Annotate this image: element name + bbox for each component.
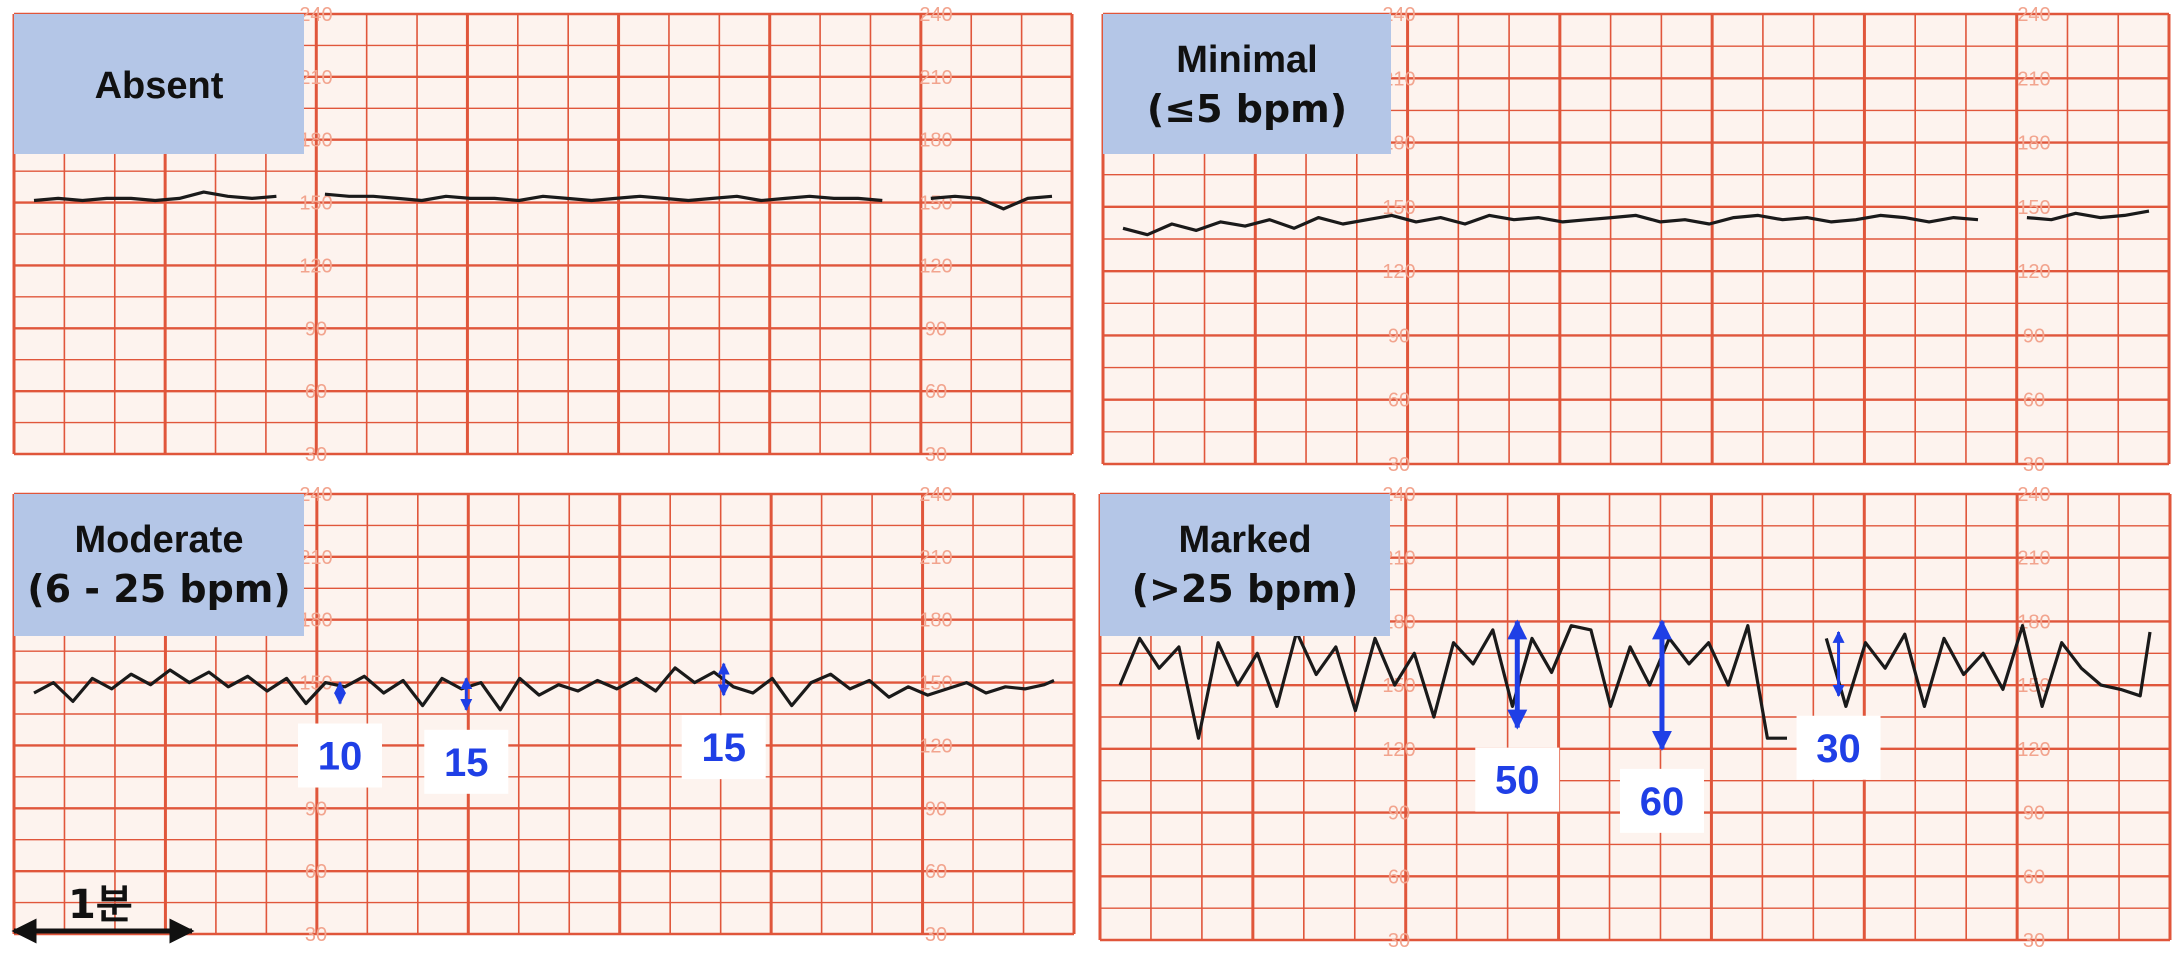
panel-title: Absent <box>95 65 224 107</box>
y-tick-label: 60 <box>1388 390 1410 412</box>
y-tick-label: 240 <box>919 4 952 26</box>
y-tick-label: 180 <box>2017 611 2050 633</box>
y-tick-label: 60 <box>925 861 947 883</box>
fhr-trace-line <box>324 192 883 203</box>
y-tick-label: 210 <box>2017 548 2050 570</box>
y-tick-label: 240 <box>299 484 332 506</box>
y-tick-label: 30 <box>2023 930 2045 952</box>
panel-title: Moderate <box>75 519 244 561</box>
panel-title: Minimal <box>1176 39 1317 81</box>
y-tick-label: 150 <box>299 673 332 695</box>
fhr-trace-line <box>33 190 277 203</box>
chart-panel-3: 2402402102101801801501501201209090606030… <box>12 484 1076 946</box>
y-tick-label: 210 <box>919 547 952 569</box>
y-tick-label: 30 <box>925 444 947 466</box>
y-tick-label: 120 <box>919 735 952 757</box>
variability-label-box <box>298 723 382 788</box>
y-tick-label: 210 <box>299 67 332 89</box>
y-tick-label: 210 <box>2017 68 2050 90</box>
y-tick-label: 120 <box>2017 739 2050 761</box>
y-tick-label: 180 <box>299 130 332 152</box>
variability-label-box <box>1475 747 1560 812</box>
y-tick-label: 30 <box>1388 454 1410 476</box>
fhr-trace-line <box>930 194 1053 211</box>
variability-label-box <box>1619 768 1704 833</box>
y-tick-label: 90 <box>1388 325 1410 347</box>
y-tick-label: 120 <box>1382 261 1415 283</box>
y-tick-label: 240 <box>299 4 332 26</box>
fhr-trace-line <box>1824 624 2152 709</box>
panel-label: Marked (>25 bpm) <box>1100 494 1390 636</box>
variability-label: 50 <box>1495 759 1540 803</box>
y-tick-label: 240 <box>2017 484 2050 506</box>
fhr-trace-line <box>1122 213 1979 237</box>
time-scale-label: 1분 <box>68 882 133 928</box>
y-tick-label: 120 <box>1382 739 1415 761</box>
y-tick-label: 210 <box>299 547 332 569</box>
panel-title: Marked <box>1178 519 1311 561</box>
y-tick-label: 150 <box>2017 197 2050 219</box>
y-tick-label: 180 <box>1382 611 1415 633</box>
y-tick-label: 30 <box>2023 454 2045 476</box>
y-tick-label: 210 <box>1382 548 1415 570</box>
fhr-trace-line <box>1118 624 1787 740</box>
panel-label-box <box>1103 14 1391 154</box>
y-tick-label: 180 <box>919 130 952 152</box>
y-tick-label: 240 <box>2017 4 2050 26</box>
y-tick-label: 60 <box>305 861 327 883</box>
variability-label-box <box>681 715 766 780</box>
y-tick-label: 240 <box>919 484 952 506</box>
variability-label: 30 <box>1816 727 1861 771</box>
variability-label: 15 <box>444 741 489 785</box>
y-tick-label: 180 <box>299 610 332 632</box>
y-tick-label: 90 <box>305 318 327 340</box>
y-tick-label: 90 <box>305 798 327 820</box>
y-tick-label: 30 <box>925 924 947 946</box>
y-tick-label: 180 <box>919 610 952 632</box>
y-tick-label: 150 <box>1382 675 1415 697</box>
y-tick-label: 120 <box>299 255 332 277</box>
y-tick-label: 240 <box>1382 484 1415 506</box>
fhr-trace-line <box>33 666 1055 712</box>
y-tick-label: 120 <box>919 255 952 277</box>
fhr-trace-line <box>2026 209 2150 222</box>
panel-label: Moderate (6 - 25 bpm) <box>14 494 304 636</box>
variability-label-box <box>1796 715 1881 780</box>
variability-label-box <box>424 729 509 794</box>
y-tick-label: 90 <box>2023 803 2045 825</box>
y-tick-label: 150 <box>2017 675 2050 697</box>
y-tick-label: 210 <box>919 67 952 89</box>
panel-label: Absent <box>14 14 304 154</box>
panel-subtitle: (≤5 bpm) <box>1147 87 1347 131</box>
panel-subtitle: (>25 bpm) <box>1132 567 1359 611</box>
y-tick-label: 150 <box>299 193 332 215</box>
panel-label-box <box>14 494 304 636</box>
y-tick-label: 30 <box>1388 930 1410 952</box>
y-tick-label: 60 <box>925 381 947 403</box>
y-tick-label: 90 <box>925 798 947 820</box>
panel-label: Minimal (≤5 bpm) <box>1103 14 1391 154</box>
y-tick-label: 30 <box>305 924 327 946</box>
y-tick-label: 180 <box>2017 133 2050 155</box>
y-tick-label: 150 <box>1382 197 1415 219</box>
panel-label-box <box>1100 494 1390 636</box>
chart-panel-4: 240 240 210 210 180 180 150 150 120 120 90 90 60 60 30… <box>1098 484 2172 952</box>
panel-label-box <box>14 14 304 154</box>
variability-label: 10 <box>318 735 363 779</box>
y-tick-label: 90 <box>925 318 947 340</box>
variability-label: 60 <box>1640 780 1685 824</box>
variability-label: 15 <box>701 726 746 770</box>
panel-subtitle: (6 - 25 bpm) <box>27 567 291 611</box>
y-tick-label: 60 <box>1388 866 1410 888</box>
y-tick-label: 60 <box>2023 866 2045 888</box>
y-tick-label: 60 <box>2023 390 2045 412</box>
y-tick-label: 90 <box>2023 325 2045 347</box>
y-tick-label: 30 <box>305 444 327 466</box>
y-tick-label: 120 <box>2017 261 2050 283</box>
y-tick-label: 60 <box>305 381 327 403</box>
y-tick-label: 90 <box>1388 803 1410 825</box>
